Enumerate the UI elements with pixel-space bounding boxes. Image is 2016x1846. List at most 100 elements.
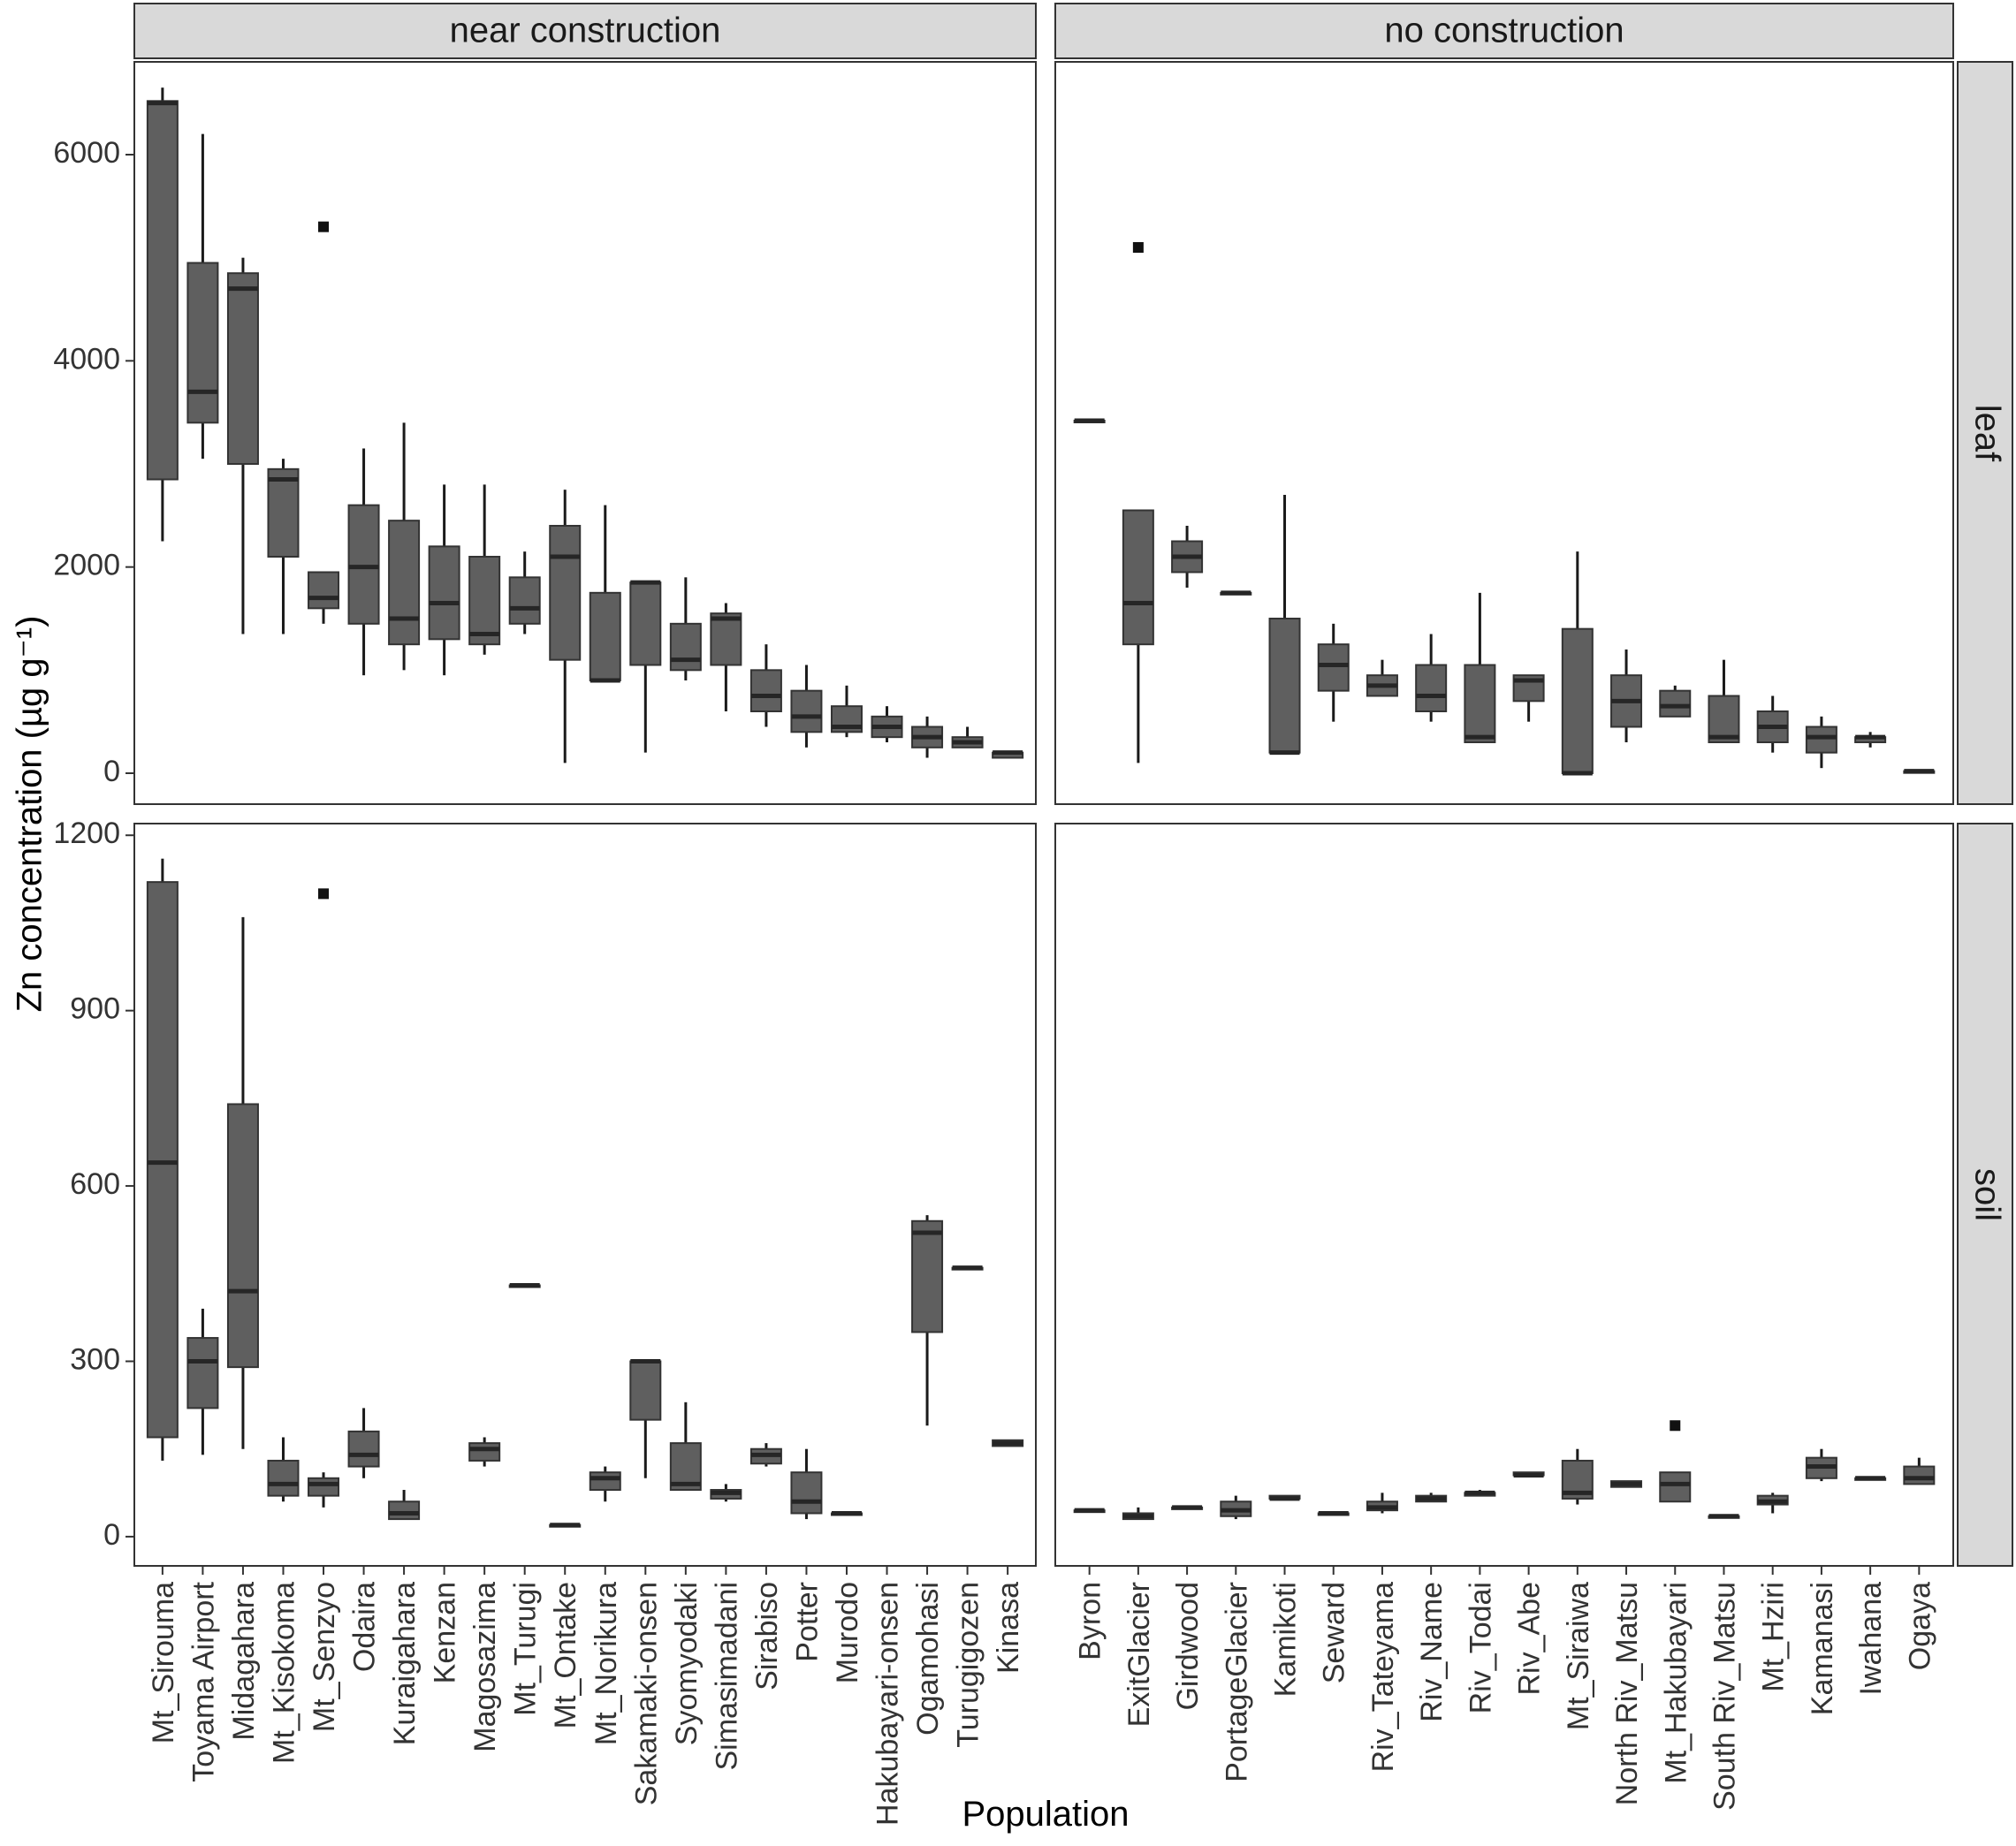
box-leaf-seward — [1317, 643, 1350, 692]
x-tick-label-simasimadani: Simasimadani — [710, 1582, 743, 1771]
x-tick-label-potter: Potter — [790, 1582, 824, 1662]
y-tick-label-soil-900: 900 — [70, 992, 120, 1026]
strip-label-leaf: leaf — [1967, 405, 2006, 462]
y-tick-label-soil-300: 300 — [70, 1342, 120, 1376]
box-leaf-riv-name — [1415, 664, 1448, 712]
x-tick-label-sakamaki-onsen: Sakamaki-onsen — [629, 1582, 663, 1805]
y-tick-label-soil-600: 600 — [70, 1167, 120, 1201]
box-leaf-exitglacier — [1122, 509, 1154, 646]
box-leaf-kenzan — [428, 545, 460, 641]
box-soil-mt-norikura — [589, 1471, 621, 1492]
x-tick-label-exitglacier: ExitGlacier — [1122, 1582, 1156, 1727]
box-leaf-potter — [790, 689, 823, 733]
x-tick-label-syomyodaki: Syomyodaki — [670, 1582, 704, 1745]
box-soil-mt-hakubayari — [1659, 1471, 1692, 1503]
box-leaf-simasimadani — [710, 612, 742, 666]
x-tick-label-mt-kisokoma: Mt_Kisokoma — [267, 1582, 300, 1764]
strip-near-construction — [133, 3, 1037, 59]
box-leaf-mt-turugi — [508, 576, 541, 625]
x-tick-label-mt-senzyo: Mt_Senzyo — [308, 1582, 341, 1732]
x-tick-label-girdwood: Girdwood — [1171, 1582, 1205, 1711]
panel-leaf-no-construction — [1054, 61, 1954, 805]
y-tick-label-soil-1200: 1200 — [53, 817, 120, 850]
box-leaf-kuraigahara — [388, 520, 421, 646]
box-soil-mt-senzyo — [308, 1477, 340, 1497]
y-tick-label-leaf-4000: 4000 — [53, 342, 120, 376]
strip-label-no-construction: no construction — [1384, 11, 1624, 50]
x-tick-label-mt-norikura: Mt_Norikura — [590, 1582, 623, 1745]
x-tick-label-mt-siraiwa: Mt_Siraiwa — [1562, 1582, 1595, 1730]
box-soil-toyama-airport — [186, 1337, 219, 1409]
x-tick-label-riv-todai: Riv_Todai — [1464, 1582, 1497, 1713]
x-tick-label-kenzan: Kenzan — [429, 1582, 462, 1683]
x-tick-label-seward: Seward — [1318, 1582, 1351, 1683]
box-leaf-magosazima — [468, 556, 501, 646]
x-tick-label-ogamohasi: Ogamohasi — [911, 1582, 945, 1736]
x-tick-label-riv-name: Riv_Name — [1415, 1582, 1449, 1722]
box-leaf-syomyodaki — [669, 622, 702, 672]
x-axis-title: Population — [962, 1795, 1129, 1834]
x-tick-label-riv-abe: Riv_Abe — [1513, 1582, 1547, 1696]
box-leaf-mt-ontake — [549, 525, 582, 661]
y-tick-label-soil-0: 0 — [103, 1518, 120, 1552]
box-leaf-mt-kisokoma — [267, 467, 300, 558]
x-tick-label-turugigozen: Turugigozen — [952, 1582, 985, 1748]
y-tick-label-leaf-6000: 6000 — [53, 136, 120, 170]
box-soil-sakamaki-onsen — [629, 1360, 662, 1421]
panel-soil-no-construction — [1054, 823, 1954, 1567]
box-leaf-south-riv-matsu — [1708, 695, 1740, 743]
strip-no-construction — [1054, 3, 1954, 59]
box-leaf-midagahara — [226, 272, 259, 465]
x-tick-label-kuraigahara: Kuraigahara — [388, 1582, 422, 1745]
x-tick-label-portageglacier: PortageGlacier — [1220, 1582, 1253, 1782]
box-leaf-kamikoti — [1268, 618, 1301, 754]
x-tick-label-mt-sirouma: Mt_Sirouma — [147, 1582, 180, 1743]
panel-soil-near-construction — [133, 823, 1037, 1567]
box-leaf-toyama-airport — [186, 262, 219, 424]
x-tick-label-midagahara: Midagahara — [227, 1582, 261, 1741]
box-leaf-kamanasi — [1805, 725, 1837, 754]
outlier-soil-mt-hakubayari-0 — [1670, 1420, 1681, 1432]
outlier-leaf-exitglacier-0 — [1132, 242, 1144, 253]
box-soil-potter — [790, 1471, 823, 1515]
strip-leaf — [1957, 61, 2013, 805]
panel-leaf-near-construction — [133, 61, 1037, 805]
y-tick-label-leaf-2000: 2000 — [53, 549, 120, 582]
box-soil-mt-sirouma — [146, 881, 179, 1439]
box-soil-magosazima — [468, 1442, 501, 1462]
strip-soil — [1957, 823, 2013, 1567]
y-axis-title: Zn concentration (µg g⁻¹) — [11, 616, 49, 1013]
x-tick-label-north-riv-matsu: North Riv_Matsu — [1610, 1582, 1644, 1805]
x-tick-label-south-riv-matsu: South Riv_Matsu — [1708, 1582, 1741, 1811]
strip-label-near-construction: near construction — [450, 11, 721, 50]
box-soil-ogamohasi — [911, 1219, 944, 1333]
box-soil-kuraigahara — [388, 1500, 421, 1521]
x-tick-label-byron: Byron — [1074, 1582, 1107, 1660]
x-tick-label-mt-ontake: Mt_Ontake — [549, 1582, 582, 1728]
x-tick-label-riv-tateyama: Riv_Tateyama — [1366, 1582, 1400, 1773]
box-leaf-mt-norikura — [589, 591, 621, 681]
x-tick-label-mt-turugi: Mt_Turugi — [509, 1582, 543, 1716]
box-leaf-mt-hakubayari — [1659, 689, 1692, 718]
box-leaf-mt-siraiwa — [1561, 627, 1594, 775]
x-tick-label-ogaya: Ogaya — [1903, 1582, 1936, 1670]
x-tick-label-iwahana: Iwahana — [1854, 1582, 1888, 1696]
box-soil-ogaya — [1903, 1465, 1936, 1485]
box-soil-mt-kisokoma — [267, 1459, 300, 1497]
x-tick-label-toyama-airport: Toyama Airport — [186, 1581, 220, 1781]
x-tick-label-odaira: Odaira — [348, 1582, 382, 1672]
box-soil-odaira — [347, 1430, 380, 1468]
x-tick-label-magosazima: Magosazima — [468, 1582, 502, 1752]
box-leaf-mt-senzyo — [308, 571, 340, 610]
box-leaf-riv-todai — [1464, 664, 1496, 743]
outlier-soil-mt-senzyo-0 — [318, 888, 330, 900]
box-leaf-sakamaki-onsen — [629, 581, 662, 666]
x-tick-label-sirabiso: Sirabiso — [750, 1582, 784, 1690]
x-tick-label-hakubayari-onsen: Hakubayari-onsen — [871, 1582, 905, 1826]
x-tick-label-kamikoti: Kamikoti — [1269, 1582, 1303, 1697]
x-tick-label-kamanasi: Kamanasi — [1806, 1582, 1839, 1715]
x-tick-label-kinasa: Kinasa — [992, 1582, 1025, 1674]
box-leaf-mt-sirouma — [146, 100, 179, 481]
box-leaf-sirabiso — [749, 669, 782, 712]
x-tick-label-murodo: Murodo — [831, 1582, 864, 1683]
